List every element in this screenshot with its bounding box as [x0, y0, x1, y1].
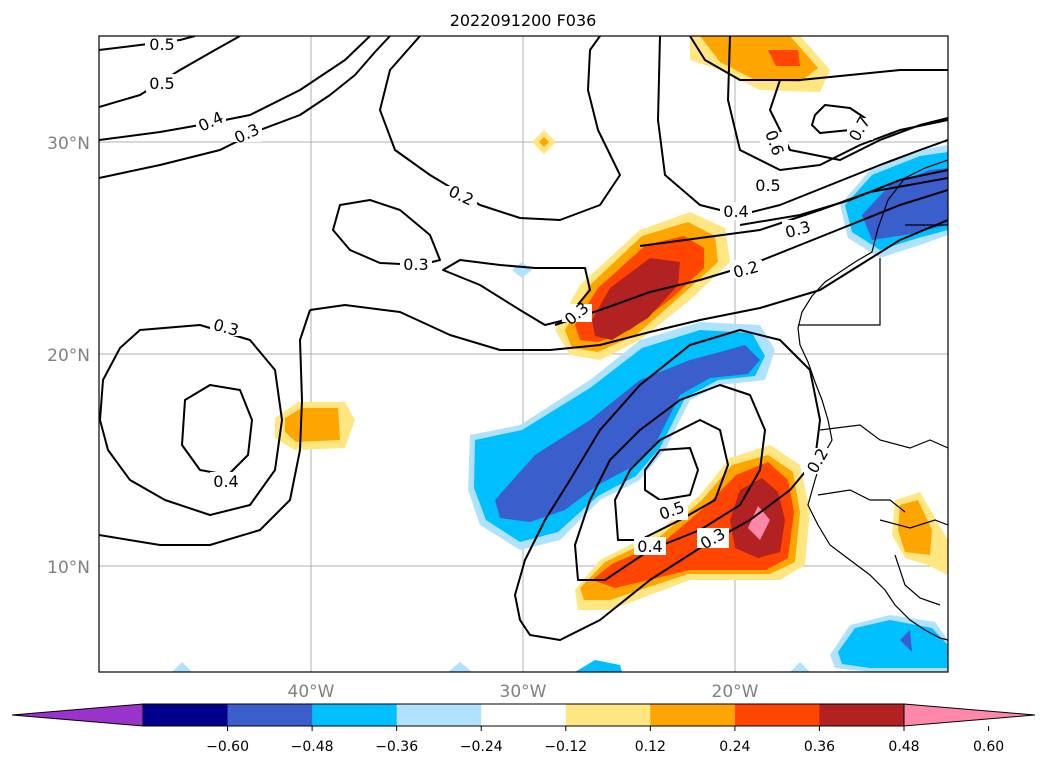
colorbar-segment: [143, 704, 229, 726]
lat-label-30n: 30°N: [47, 134, 90, 154]
colorbar-tick-label: −0.24: [460, 739, 503, 755]
coastlines: [797, 159, 948, 641]
lat-label-10n: 10°N: [47, 558, 90, 578]
contour-label: 0.4: [213, 472, 238, 491]
contour-labels: 0.5 0.5 0.4 0.3 0.2 0.3 0.3 0.4 0.3 0.3 …: [145, 35, 874, 556]
colorbar-tick-label: 0.60: [973, 739, 1004, 755]
colorbar-tick-label: −0.60: [206, 739, 249, 755]
contour-label: 0.5: [149, 74, 174, 93]
map-border: [98, 35, 949, 673]
lon-label-20w: 20°W: [712, 682, 759, 702]
colorbar-extend-max: [903, 703, 1036, 727]
lon-label-30w: 30°W: [500, 682, 547, 702]
colorbar-tick-label: 0.12: [635, 739, 666, 755]
colorbar-segment: [312, 704, 398, 726]
colorbar-tick-label: 0.24: [719, 739, 750, 755]
colorbar-segment: [819, 704, 905, 726]
colorbar-border: [142, 703, 905, 727]
colorbar-tick-label: 0.36: [804, 739, 835, 755]
colorbar-segment: [481, 704, 567, 726]
contour-lines: [99, 36, 948, 641]
colorbar-segment: [396, 704, 482, 726]
colorbar-tick-label: −0.12: [544, 739, 587, 755]
contour-label: 0.4: [637, 537, 662, 556]
colorbar-tick-label: −0.36: [375, 739, 418, 755]
lat-label-20n: 20°N: [47, 346, 90, 366]
lon-label-40w: 40°W: [288, 682, 335, 702]
contour-label: 0.4: [723, 202, 748, 221]
figure-title: 2022091200 F036: [450, 11, 597, 30]
colorbar-segment: [650, 704, 736, 726]
colorbar-extend-min: [11, 703, 144, 727]
colorbar-segment: [227, 704, 313, 726]
colorbar: −0.60 −0.48 −0.36 −0.24 −0.12 0.12 0.24 0.36 0.4…: [11, 703, 1036, 755]
colorbar-segment: [565, 704, 651, 726]
contour-label: 0.5: [755, 176, 780, 195]
contour-label: 0.5: [149, 35, 174, 54]
colorbar-tick-label: 0.48: [888, 739, 919, 755]
colorbar-segment: [734, 704, 820, 726]
contour-label: 0.3: [403, 255, 428, 274]
map-panel: 0.5 0.5 0.4 0.3 0.2 0.3 0.3 0.4 0.3 0.3 …: [99, 35, 948, 672]
colorbar-tick-label: −0.48: [291, 739, 334, 755]
